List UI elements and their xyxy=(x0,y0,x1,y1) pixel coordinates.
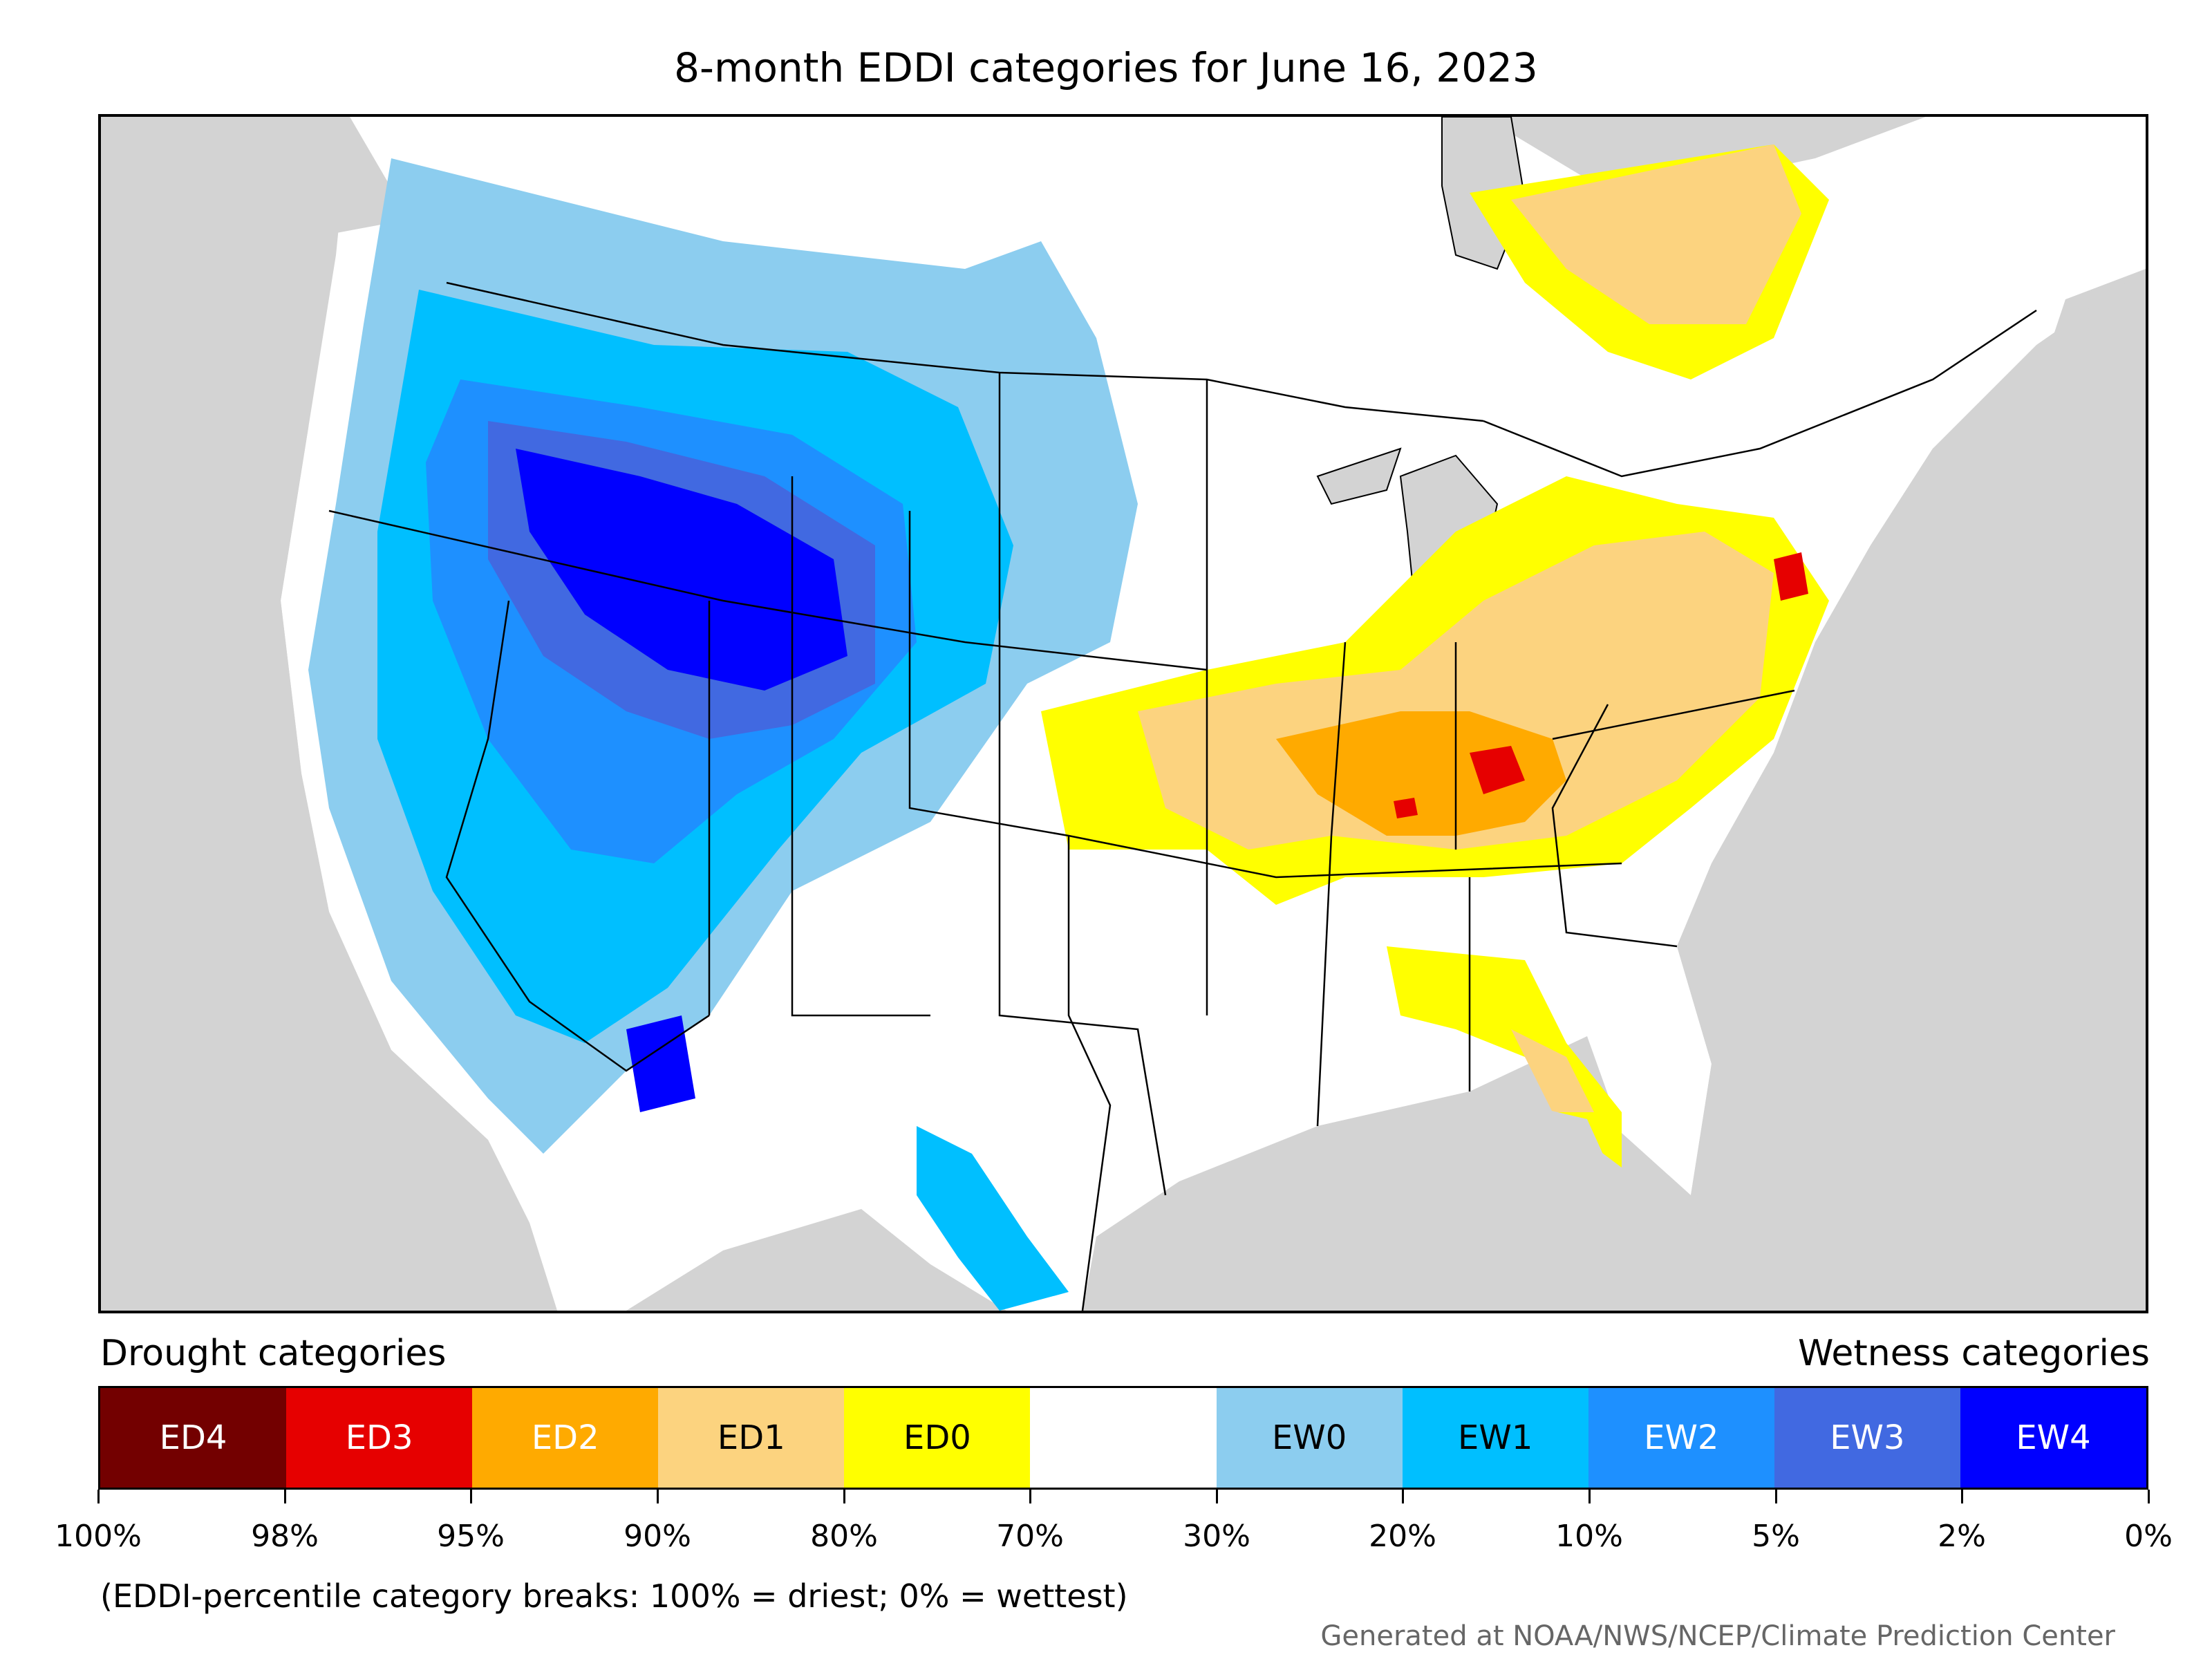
break-tick xyxy=(284,1490,286,1503)
colorbar-segment: ED0 xyxy=(844,1388,1031,1488)
break-label: 70% xyxy=(996,1519,1064,1554)
break-tick xyxy=(843,1490,845,1503)
break-label: 2% xyxy=(1938,1519,1986,1554)
colorbar-segment: EW2 xyxy=(1588,1388,1774,1488)
drought-categories-heading: Drought categories xyxy=(100,1333,447,1374)
break-label: 5% xyxy=(1752,1519,1800,1554)
break-label: 10% xyxy=(1555,1519,1623,1554)
break-label: 90% xyxy=(624,1519,691,1554)
colorbar-segment: ED2 xyxy=(472,1388,659,1488)
colorbar-segment: EW4 xyxy=(1960,1388,2147,1488)
eddi-map xyxy=(98,114,2148,1313)
break-label: 100% xyxy=(55,1519,142,1554)
break-label: 0% xyxy=(2124,1519,2173,1554)
wetness-categories-heading: Wetness categories xyxy=(1798,1333,2150,1374)
break-tick xyxy=(1588,1490,1591,1503)
colorbar-segment: ED1 xyxy=(658,1388,845,1488)
break-tick xyxy=(1775,1490,1777,1503)
category-break-ticks: 100% 98% 95% 90% 80% 70% 30% 20% 10% 5% 2% 0% xyxy=(55,1490,2173,1554)
category-colorbar: ED4 ED3 ED2 ED1 ED0 EW0 EW1 EW2 EW3 EW4 xyxy=(98,1386,2148,1490)
break-tick xyxy=(1216,1490,1218,1503)
break-tick xyxy=(470,1490,472,1503)
ed2-ohio-valley xyxy=(1276,711,1566,836)
gulf-of-mexico xyxy=(1082,1091,1677,1311)
colorbar-segment xyxy=(1030,1388,1217,1488)
atlantic-ocean xyxy=(1677,269,2146,1311)
break-label: 95% xyxy=(437,1519,505,1554)
ew4-west xyxy=(516,449,847,1112)
colorbar-segment: EW1 xyxy=(1402,1388,1588,1488)
break-label: 30% xyxy=(1183,1519,1250,1554)
colorbar-segment: EW3 xyxy=(1774,1388,1960,1488)
pacific-ocean xyxy=(101,117,557,1311)
credit-line: Generated at NOAA/NWS/NCEP/Climate Predi… xyxy=(1320,1620,2115,1652)
break-tick xyxy=(1402,1490,1404,1503)
break-tick xyxy=(657,1490,659,1503)
ed1-florida xyxy=(1511,1029,1594,1112)
break-tick xyxy=(1029,1490,1031,1503)
ed1-canada xyxy=(1511,144,1801,324)
break-tick xyxy=(2148,1490,2150,1503)
colorbar-segment: ED3 xyxy=(286,1388,473,1488)
break-label: 80% xyxy=(810,1519,878,1554)
break-tick xyxy=(97,1490,100,1503)
map-canvas xyxy=(101,117,2146,1311)
break-tick xyxy=(1961,1490,1963,1503)
category-break-note: (EDDI-percentile category breaks: 100% =… xyxy=(100,1577,1128,1615)
break-label: 98% xyxy=(251,1519,319,1554)
colorbar-segment: ED4 xyxy=(100,1388,287,1488)
map-title: 8-month EDDI categories for June 16, 202… xyxy=(674,44,1538,91)
ew1-texas xyxy=(917,1126,1069,1311)
state-borders xyxy=(328,281,2037,1311)
break-label: 20% xyxy=(1369,1519,1436,1554)
colorbar-segment: EW0 xyxy=(1216,1388,1403,1488)
ed3-ohio xyxy=(1394,552,1808,818)
